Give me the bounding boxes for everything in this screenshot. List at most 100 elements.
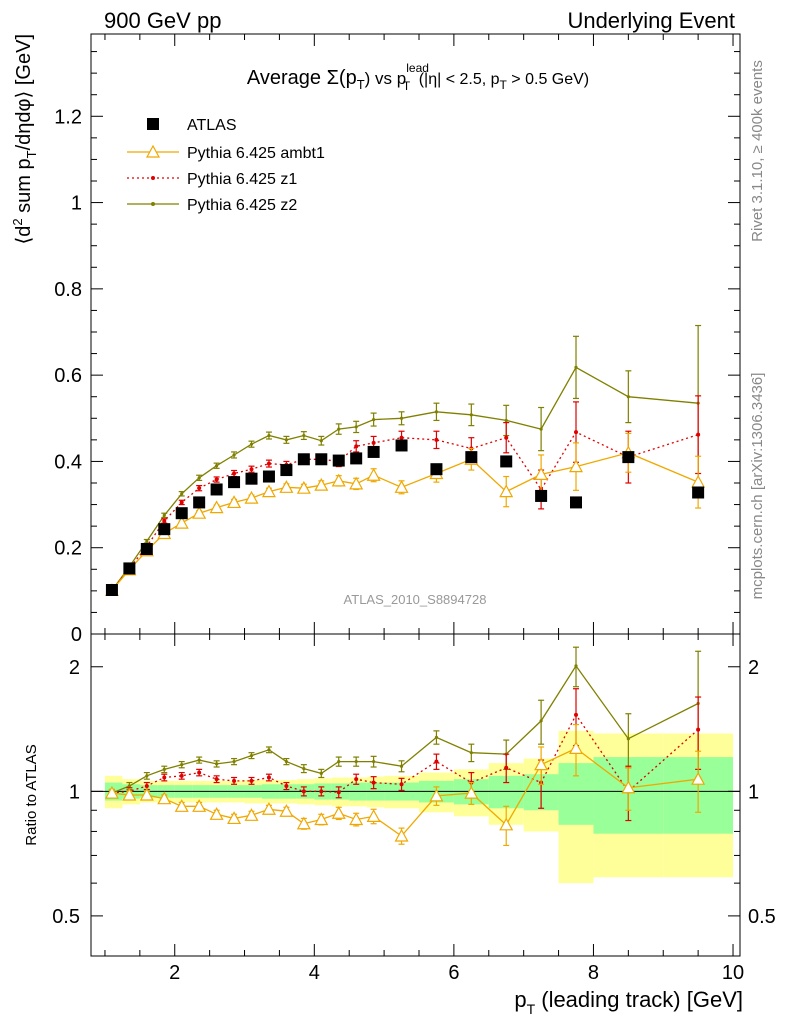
main-z2-point — [197, 476, 201, 480]
ratio-ambt1-point — [174, 799, 189, 812]
ratio-z1-point — [284, 784, 289, 789]
ratio-z2-point — [162, 767, 166, 771]
ratio-z1-point — [696, 727, 701, 732]
ratio-z2-point — [319, 771, 323, 775]
legend-z2-marker — [151, 202, 155, 206]
main-ambt1-point — [296, 480, 311, 494]
main-z2-point — [354, 425, 358, 429]
ratio-z1-point — [197, 770, 202, 775]
x-tick-label: 8 — [588, 962, 599, 984]
main-z1-point — [434, 437, 439, 442]
main-atlas-point — [280, 464, 293, 477]
main-y-tick-label: 0.2 — [54, 538, 82, 560]
ratio-ambt1-point — [621, 780, 636, 794]
legend-ambt1-label: Pythia 6.425 ambt1 — [187, 145, 325, 162]
ratio-ambt1-point — [568, 741, 584, 754]
main-atlas-point — [332, 454, 345, 467]
main-ambt1-point — [261, 484, 276, 498]
legend-z1-marker — [151, 176, 155, 180]
main-z2-point — [434, 410, 439, 414]
main-z2-point — [504, 418, 508, 423]
main-y-tick-label: 1.2 — [54, 106, 82, 128]
main-z2-point — [162, 513, 166, 517]
main-ambt1-point — [331, 473, 346, 487]
main-z2-point — [145, 539, 149, 543]
ratio-ambt1-point — [192, 799, 207, 812]
main-title: Average Σ(pT) vs plead T (|η| < 2.5, pT >… — [247, 61, 589, 93]
main-ambt1-point — [691, 474, 706, 488]
main-ambt1-line — [111, 452, 699, 591]
main-atlas-point — [692, 486, 705, 499]
ratio-z1-point — [434, 759, 439, 764]
main-z2-point — [180, 492, 184, 496]
main-ambt1-point — [279, 480, 294, 493]
ratio-z1-point — [144, 784, 149, 789]
ratio-z2-point — [180, 763, 184, 767]
ratio-z2-point — [434, 735, 439, 739]
mcplots-label: mcplots.cern.ch [arXiv:1306.3436] — [749, 373, 766, 600]
main-z1-point — [696, 432, 701, 437]
main-z1-point — [214, 477, 219, 482]
rivet-label: Rivet 3.1.10, ≥ 400k events — [749, 60, 766, 242]
main-atlas-point — [245, 472, 258, 485]
main-atlas-point — [123, 562, 136, 575]
x-axis-label: pT (leading track) [GeV] — [514, 987, 743, 1017]
x-tick-label: 4 — [309, 962, 320, 984]
ratio-z1-point — [319, 789, 324, 794]
main-ambt1-point — [568, 459, 584, 473]
ratio-z2-point — [574, 664, 578, 668]
ratio-ambt1-point — [157, 791, 172, 805]
main-atlas-point — [367, 445, 380, 458]
legend-z2-label: Pythia 6.425 z2 — [187, 197, 297, 214]
main-z1-point — [232, 471, 237, 476]
ratio-z1-point — [336, 790, 341, 795]
main-z2-point — [372, 417, 376, 422]
main-atlas-point — [570, 496, 583, 509]
legend-atlas-marker — [147, 118, 159, 130]
ratio-y-tick-label: 2 — [69, 657, 80, 679]
ratio-ambt1-point — [534, 757, 549, 771]
main-ambt1-point — [192, 505, 207, 519]
main-atlas-point — [158, 523, 171, 536]
main-atlas-point — [622, 451, 635, 464]
main-y-tick-label: 0.8 — [54, 279, 82, 301]
ratio-z2-point — [249, 753, 254, 758]
main-ambt1-point — [394, 480, 409, 493]
ratio-z1-point — [354, 777, 359, 782]
legend: ATLAS Pythia 6.425 ambt1 Pythia 6.425 z1 Py… — [127, 117, 325, 214]
legend-atlas-label: ATLAS — [187, 117, 237, 134]
series-z2 — [108, 324, 702, 593]
ratio-ambt1-point — [429, 788, 444, 802]
main-ambt1-point — [349, 476, 364, 490]
main-atlas-point — [465, 451, 478, 464]
ratio-ambt1-point — [104, 785, 119, 799]
main-atlas-point — [140, 543, 153, 556]
ratio-ambt1-point — [209, 807, 224, 820]
ratio-z2-point — [372, 759, 376, 764]
main-z1-point — [249, 467, 254, 472]
main-z2-point — [319, 439, 323, 443]
main-atlas-point — [297, 453, 310, 466]
header-right: Underlying Event — [567, 8, 735, 33]
main-atlas-point — [105, 583, 118, 596]
main-z2-point — [249, 442, 254, 446]
main-ambt1-point — [174, 515, 189, 529]
main-ambt1-point — [227, 495, 242, 509]
x-axis: 2 4 6 8 10 — [104, 634, 744, 984]
main-plot-area — [104, 324, 706, 597]
main-ambt1-point — [499, 484, 514, 498]
main-atlas-point — [262, 470, 275, 483]
ratio-ambt1-point — [464, 785, 479, 799]
main-atlas-point — [228, 476, 241, 489]
main-z1-point — [162, 518, 167, 523]
ratio-z2-point — [267, 748, 271, 752]
main-x-ticks — [104, 34, 734, 634]
main-z2-line — [111, 366, 699, 591]
ratio-z2-point — [302, 766, 306, 771]
main-atlas-point — [430, 463, 443, 476]
main-z1-point — [266, 461, 271, 466]
ratio-y-tick-label-right: 2 — [748, 657, 759, 679]
ratio-z1-point — [301, 789, 306, 794]
ratio-ambt1-point — [227, 811, 242, 825]
